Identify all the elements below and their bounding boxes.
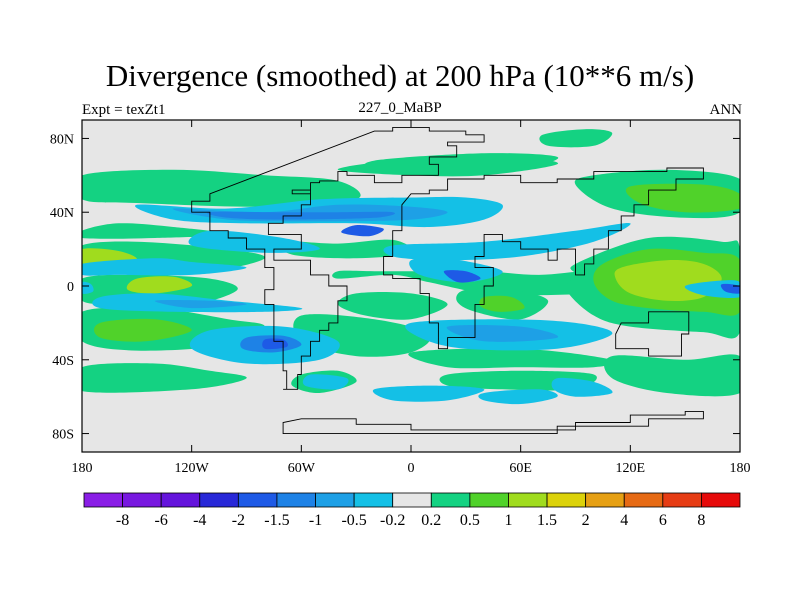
contour-region	[479, 295, 525, 312]
experiment-label: Expt = texZt1	[82, 102, 166, 118]
colorbar-label: -0.2	[380, 512, 405, 529]
colorbar-label: 8	[697, 512, 705, 529]
colorbar-label: 1.5	[537, 512, 557, 529]
contour-region	[82, 281, 94, 294]
contour-region	[363, 153, 559, 173]
colorbar-label: 4	[620, 512, 628, 529]
x-tick-label: 120W	[175, 461, 210, 476]
contour-region	[126, 276, 193, 294]
contour-region	[279, 239, 413, 259]
contour-region	[82, 363, 247, 393]
contour-region	[604, 354, 740, 397]
colorbar-swatch	[701, 492, 741, 508]
coastline	[615, 311, 690, 357]
colorbar-label: 2	[582, 512, 590, 529]
colorbar-label: 1	[504, 512, 512, 529]
colorbar-swatch	[315, 492, 355, 508]
colorbar-label: 0.5	[460, 512, 480, 529]
colorbar-swatch	[469, 492, 509, 508]
colorbar-label: 0.2	[421, 512, 441, 529]
contour-region	[408, 348, 617, 369]
coastlines	[191, 126, 704, 435]
contour-region	[262, 338, 288, 350]
colorbar-label: -1	[309, 512, 322, 529]
colorbar-label: -8	[116, 512, 129, 529]
colorbar-swatch	[276, 492, 316, 508]
colorbar-label: -4	[193, 512, 206, 529]
colorbar-swatch	[83, 492, 123, 508]
contour-region	[443, 270, 481, 283]
colorbar-swatch	[122, 492, 162, 508]
x-tick-label: 60W	[288, 461, 316, 476]
colorbar-swatch	[662, 492, 702, 508]
y-tick-label: 80N	[50, 132, 74, 147]
contour-region	[93, 318, 192, 342]
colorbar-swatch	[392, 492, 432, 508]
season-label: ANN	[709, 102, 743, 118]
colorbar-swatch	[353, 492, 394, 508]
colorbar-swatch	[160, 492, 201, 508]
contour-region	[478, 389, 558, 405]
contour-region	[625, 183, 740, 213]
contour-region	[188, 230, 320, 253]
colorbar-label: 6	[659, 512, 667, 529]
contour-fills	[82, 129, 740, 405]
colorbar-swatch	[585, 492, 625, 508]
x-tick-label: 0	[408, 461, 415, 476]
colorbar-swatch	[199, 492, 239, 508]
contour-region	[551, 377, 613, 397]
contour-region	[337, 291, 448, 320]
contour-region	[341, 225, 384, 237]
x-tick-label: 60E	[509, 461, 532, 476]
contour-region	[539, 129, 613, 148]
contour-region	[82, 169, 361, 207]
colorbar-swatch	[508, 492, 548, 508]
x-tick-label: 120E	[616, 461, 646, 476]
coastline	[383, 167, 704, 350]
contour-region	[154, 300, 247, 309]
x-axis: 180 120W 60W 0 60E 120E 180	[72, 120, 751, 476]
y-tick-label: 40S	[52, 354, 74, 369]
colorbar-swatch	[623, 492, 664, 508]
colorbar-swatch	[546, 492, 587, 508]
contour-region	[409, 257, 503, 283]
y-tick-label: 80S	[52, 428, 74, 443]
contour-region	[82, 223, 229, 239]
colorbar-label: -6	[155, 512, 168, 529]
case-label: 227_0_MaBP	[358, 100, 442, 116]
colorbar: -8 -6 -4 -2 -1.5 -1 -0.5 -0.2 0.2 0.5 1 1.5 2 4 6 8	[83, 492, 741, 529]
y-tick-label: 40N	[50, 206, 74, 221]
x-tick-label: 180	[730, 461, 751, 476]
colorbar-swatch	[237, 492, 278, 508]
x-tick-label: 180	[72, 461, 93, 476]
colorbar-label: -2	[232, 512, 245, 529]
chart-title: Divergence (smoothed) at 200 hPa (10**6 …	[105, 58, 695, 93]
coastline	[191, 126, 485, 390]
colorbar-label: -1.5	[264, 512, 289, 529]
contour-region	[302, 374, 349, 390]
contour-region	[82, 258, 247, 276]
coastline	[282, 410, 704, 435]
colorbar-swatch	[430, 492, 471, 508]
colorbar-label: -0.5	[341, 512, 366, 529]
y-tick-label: 0	[67, 280, 74, 295]
y-axis: 80N 40N 0 40S 80S	[50, 132, 740, 443]
contour-region	[372, 385, 485, 402]
